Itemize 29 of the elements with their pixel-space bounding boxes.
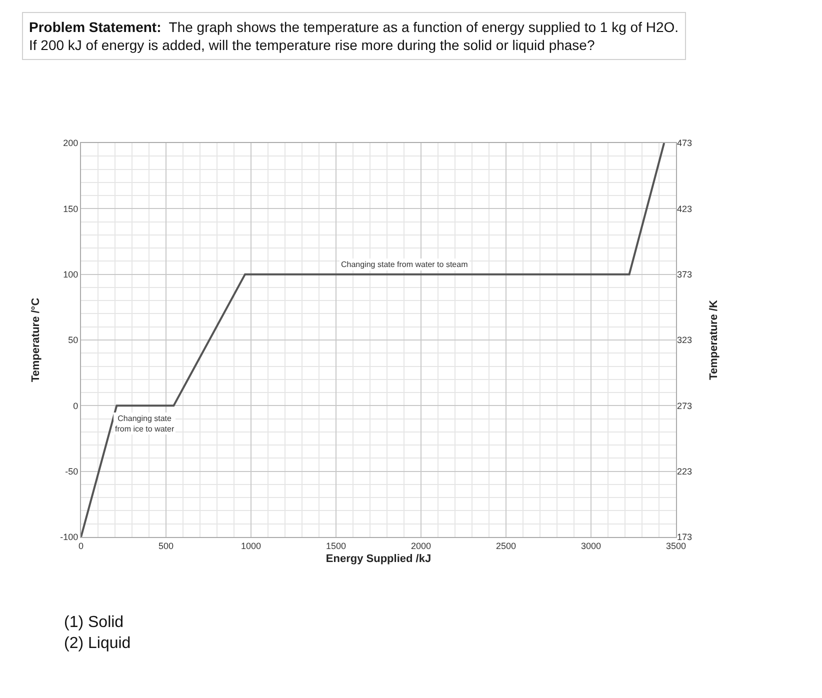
line-series xyxy=(81,143,666,537)
y2-tick-label: 223 xyxy=(677,466,692,476)
y-tick-label: 200 xyxy=(63,138,78,148)
y2-axis-title: Temperature /K xyxy=(708,300,720,380)
annotation: Changing state from water to steam xyxy=(341,260,468,269)
text: (1) Solid (2) Liquid xyxy=(64,614,131,652)
x-axis-title: Energy Supplied /kJ xyxy=(326,553,432,565)
y2-tick-label: 373 xyxy=(677,269,692,280)
x-tick-label: 2500 xyxy=(496,540,516,551)
y-tick-label: -100 xyxy=(60,532,78,542)
x-tick-label: 500 xyxy=(158,540,174,551)
y2-tick-label: 423 xyxy=(677,204,692,214)
y-tick-label: 50 xyxy=(68,335,78,346)
x-tick-label: 1500 xyxy=(326,540,346,551)
x-tick-label: 1000 xyxy=(240,540,262,551)
y-tick-label: 150 xyxy=(63,204,78,214)
x-tick-label: 3500 xyxy=(666,540,686,551)
y-tick-label: -50 xyxy=(65,466,78,476)
y2-tick-label: 323 xyxy=(677,335,692,346)
x-tick-label: 2000 xyxy=(410,540,432,551)
y2-tick-label: 173 xyxy=(677,532,692,542)
y-tick-label: 0 xyxy=(73,400,78,411)
y2-tick-label: 473 xyxy=(677,138,692,148)
chart-title: Problem Statement: xyxy=(29,19,162,35)
x-tick-label: 3000 xyxy=(580,540,602,551)
y-tick-label: 100 xyxy=(63,269,78,280)
y2-tick-label: 273 xyxy=(677,400,692,411)
y-axis-title: Temperature /°C xyxy=(30,298,42,382)
annotation: Changing state from ice to water xyxy=(115,414,174,434)
